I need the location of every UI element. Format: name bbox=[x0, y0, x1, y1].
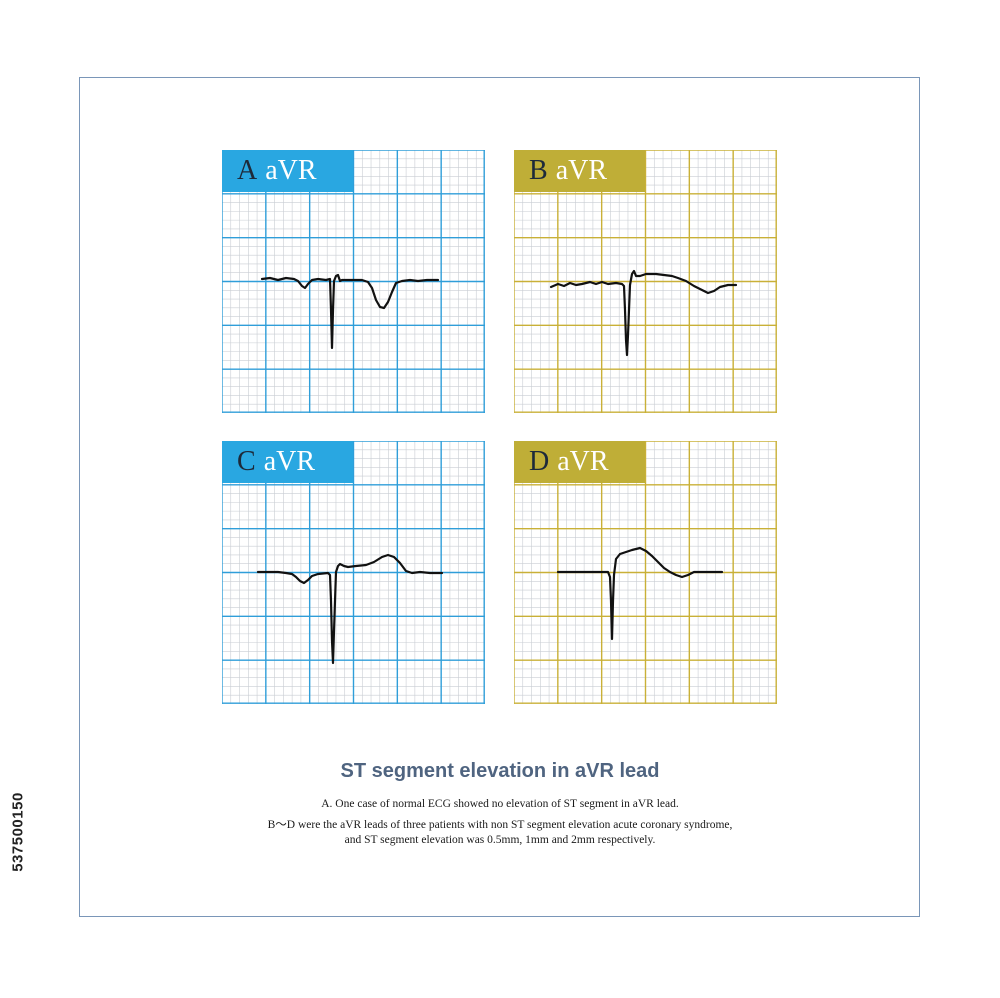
ecg-grid-c bbox=[222, 441, 485, 704]
caption-line-2: B～D were the aVR leads of three patients… bbox=[267, 819, 733, 831]
ecg-panel-c: C aVR bbox=[222, 441, 485, 704]
caption-line-1: A. One case of normal ECG showed no elev… bbox=[321, 798, 679, 810]
ecg-trace-b bbox=[549, 269, 738, 357]
panel-letter: C bbox=[237, 446, 256, 477]
ecg-panel-b: B aVR bbox=[514, 150, 777, 413]
ecg-trace-c bbox=[256, 553, 444, 665]
ecg-grid-a bbox=[222, 150, 485, 413]
caption-title: ST segment elevation in aVR lead bbox=[340, 760, 660, 782]
stock-id-label: 537500150 bbox=[8, 762, 28, 902]
panel-letter: D bbox=[529, 446, 550, 477]
figure-frame bbox=[79, 77, 920, 917]
panel-lead: aVR bbox=[557, 446, 609, 477]
major-grid bbox=[514, 150, 777, 413]
stock-id-text: 537500150 bbox=[9, 792, 27, 872]
panel-label-c: C aVR bbox=[222, 441, 353, 483]
ecg-panel-d: D aVR bbox=[514, 441, 777, 704]
panel-letter: B bbox=[529, 155, 548, 186]
panel-lead: aVR bbox=[555, 155, 608, 186]
panel-lead: aVR bbox=[265, 155, 317, 186]
ecg-trace-a bbox=[260, 273, 440, 350]
panel-label-d: D aVR bbox=[514, 441, 645, 483]
panel-lead: aVR bbox=[263, 446, 316, 477]
panel-letter: A bbox=[237, 155, 258, 186]
ecg-trace-d bbox=[556, 546, 724, 641]
panel-label-a: A aVR bbox=[222, 150, 353, 192]
panel-label-b: B aVR bbox=[514, 150, 645, 192]
caption-line-3: and ST segment elevation was 0.5mm, 1mm … bbox=[344, 834, 656, 846]
ecg-panel-a: A aVR bbox=[222, 150, 485, 413]
ecg-grid-b bbox=[514, 150, 777, 413]
ecg-grid-d bbox=[514, 441, 777, 704]
